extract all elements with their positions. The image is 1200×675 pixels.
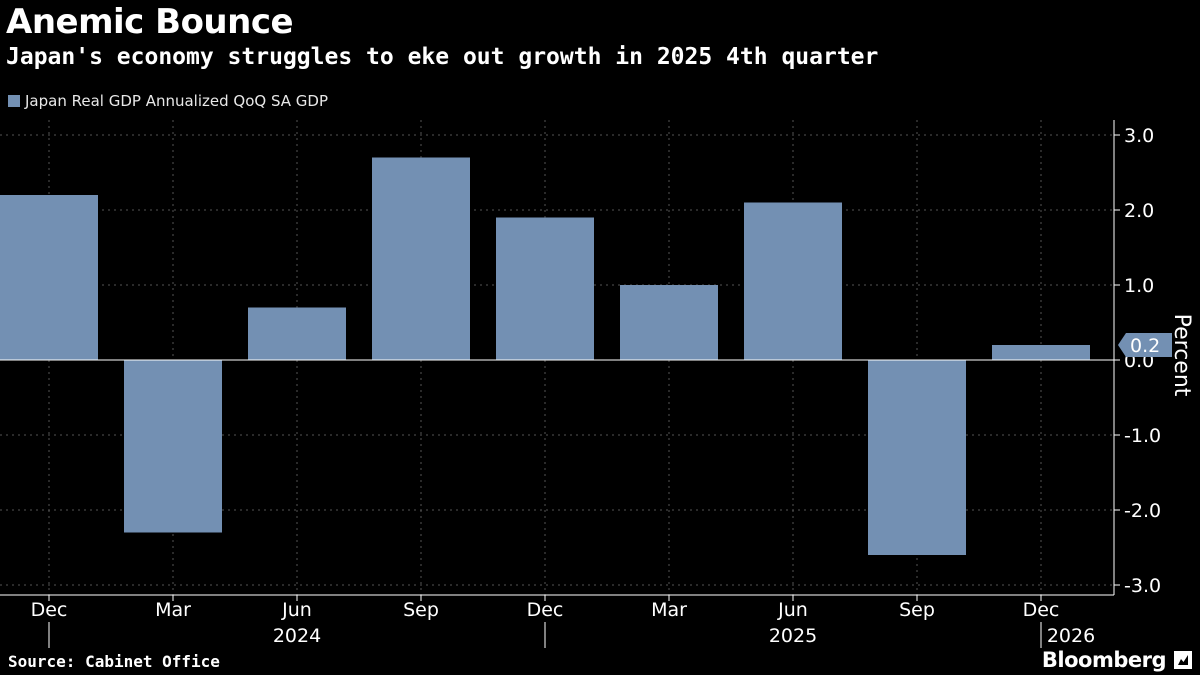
x-tick-label: Dec (1023, 599, 1060, 621)
bar (372, 157, 470, 360)
y-tick-label: 3.0 (1124, 125, 1154, 147)
y-tick-label: -3.0 (1124, 575, 1161, 597)
bar (248, 307, 346, 360)
y-tick-label: -1.0 (1124, 425, 1161, 447)
last-value-callout (1118, 333, 1172, 357)
year-label: 2024 (273, 625, 321, 647)
x-tick-label: Jun (281, 599, 312, 621)
bar (620, 285, 718, 360)
brand-name: Bloomberg (1041, 648, 1167, 672)
bloomberg-logo: Bloomberg (1042, 648, 1192, 672)
bar (496, 217, 594, 360)
x-tick-label: Jun (777, 599, 808, 621)
y-tick-label: 1.0 (1124, 275, 1154, 297)
x-tick-label: Sep (899, 599, 935, 621)
bar (124, 360, 222, 533)
last-value-label: 0.2 (1130, 335, 1160, 357)
year-label: 2025 (769, 625, 817, 647)
x-tick-label: Mar (155, 599, 191, 621)
y-axis-label: Percent (1169, 314, 1194, 397)
year-label: 2026 (1047, 625, 1095, 647)
bar (744, 202, 842, 360)
chart-title: Anemic Bounce (6, 2, 294, 42)
x-tick-label: Dec (527, 599, 564, 621)
chart-subtitle: Japan's economy struggles to eke out gro… (6, 44, 879, 70)
x-tick-label: Dec (31, 599, 68, 621)
source-note: Source: Cabinet Office (8, 652, 220, 671)
bar (868, 360, 966, 555)
bar (992, 345, 1090, 360)
legend-swatch (8, 95, 20, 107)
y-tick-label: 2.0 (1124, 200, 1154, 222)
legend-label: Japan Real GDP Annualized QoQ SA GDP (25, 92, 329, 110)
legend: Japan Real GDP Annualized QoQ SA GDP (8, 92, 328, 110)
bar (0, 195, 98, 360)
bloomberg-logo-icon (1174, 651, 1192, 669)
x-tick-label: Mar (651, 599, 687, 621)
y-tick-label: -2.0 (1124, 500, 1161, 522)
x-tick-label: Sep (403, 599, 439, 621)
